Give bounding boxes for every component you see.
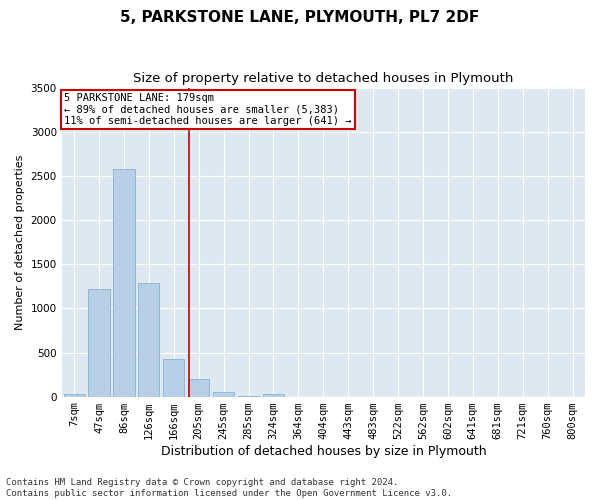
Bar — [213, 392, 234, 396]
Y-axis label: Number of detached properties: Number of detached properties — [15, 154, 25, 330]
Bar — [88, 289, 110, 397]
Bar — [263, 394, 284, 396]
Bar — [138, 283, 160, 397]
Bar — [113, 169, 134, 396]
X-axis label: Distribution of detached houses by size in Plymouth: Distribution of detached houses by size … — [161, 444, 486, 458]
Text: Contains HM Land Registry data © Crown copyright and database right 2024.
Contai: Contains HM Land Registry data © Crown c… — [6, 478, 452, 498]
Text: 5, PARKSTONE LANE, PLYMOUTH, PL7 2DF: 5, PARKSTONE LANE, PLYMOUTH, PL7 2DF — [121, 10, 479, 25]
Title: Size of property relative to detached houses in Plymouth: Size of property relative to detached ho… — [133, 72, 514, 86]
Text: 5 PARKSTONE LANE: 179sqm
← 89% of detached houses are smaller (5,383)
11% of sem: 5 PARKSTONE LANE: 179sqm ← 89% of detach… — [64, 92, 352, 126]
Bar — [64, 394, 85, 396]
Bar — [163, 358, 184, 397]
Bar — [188, 380, 209, 396]
